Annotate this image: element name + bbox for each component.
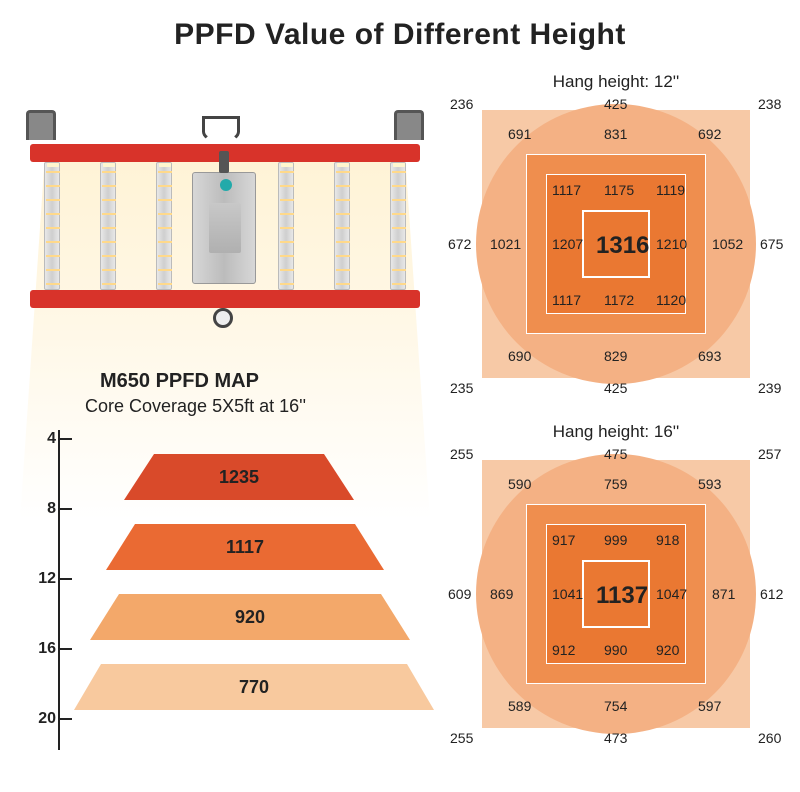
ppfd-band: 1117	[106, 524, 384, 570]
axis-tick	[58, 718, 72, 720]
grid-value: 1047	[656, 586, 687, 602]
ppfd-band: 770	[74, 664, 434, 710]
hook-top	[202, 116, 240, 142]
grid-value: 912	[552, 642, 575, 658]
ring-value: 1052	[712, 236, 743, 252]
heatmap: Hang height: 16'' 255 257 255 260 475 473 609 61…	[440, 422, 792, 772]
ring-value: 754	[604, 698, 627, 714]
corner-value: 255	[450, 446, 473, 462]
heatmap-title: Hang height: 16''	[440, 422, 792, 442]
edge-value: 425	[604, 96, 627, 112]
fixture-bottom-bar	[30, 290, 420, 308]
grid-value: 917	[552, 532, 575, 548]
axis-label: 8	[32, 500, 56, 518]
ppfd-axis: 4 8 12 16 20 1235 1117 920 770	[34, 430, 434, 760]
grid-value: 1119	[656, 182, 685, 198]
dial-icon	[220, 179, 232, 191]
led-strip	[100, 162, 116, 290]
ring-value: 690	[508, 348, 531, 364]
axis-tick	[58, 648, 72, 650]
page-title: PPFD Value of Different Height	[0, 0, 800, 52]
ring-value: 871	[712, 586, 735, 602]
grid-value: 1175	[604, 182, 634, 198]
ppfd-band: 1235	[124, 454, 354, 500]
axis-tick	[58, 438, 72, 440]
ppfd-band-value: 1117	[226, 537, 264, 558]
led-strip	[390, 162, 406, 290]
corner-value: 255	[450, 730, 473, 746]
axis-label: 12	[32, 570, 56, 588]
ppfd-band-value: 1235	[219, 467, 259, 488]
edge-value: 612	[760, 586, 783, 602]
axis-label: 20	[32, 710, 56, 728]
heatmap-box: 236 238 235 239 425 425 672 675 691 692 690 693 831 8…	[446, 96, 786, 396]
ring-value: 590	[508, 476, 531, 492]
corner-value: 257	[758, 446, 781, 462]
axis-tick	[58, 508, 72, 510]
center-value: 1316	[596, 232, 649, 260]
ring-value: 593	[698, 476, 721, 492]
grid-value: 1117	[552, 182, 581, 198]
hanger-left	[26, 110, 56, 148]
corner-value: 238	[758, 96, 781, 112]
edge-value: 473	[604, 730, 627, 746]
hanger-right	[394, 110, 424, 148]
heatmap-title: Hang height: 12''	[440, 72, 792, 92]
center-value: 1137	[596, 582, 648, 610]
grow-light-fixture	[30, 110, 420, 320]
corner-value: 235	[450, 380, 473, 396]
map-subtitle: Core Coverage 5X5ft at 16''	[85, 396, 306, 417]
grid-value: 1041	[552, 586, 583, 602]
ppfd-band: 920	[90, 594, 410, 640]
corner-value: 260	[758, 730, 781, 746]
axis-tick	[58, 578, 72, 580]
ring-value: 869	[490, 586, 513, 602]
heatmap: Hang height: 12'' 236 238 235 239 425 425 672 67…	[440, 72, 792, 422]
right-panel: Hang height: 12'' 236 238 235 239 425 425 672 67…	[440, 72, 792, 772]
ring-value: 759	[604, 476, 627, 492]
edge-value: 425	[604, 380, 627, 396]
grid-value: 920	[656, 642, 679, 658]
edge-value: 675	[760, 236, 783, 252]
grid-value: 918	[656, 532, 679, 548]
grid-value: 1210	[656, 236, 687, 252]
led-strip	[156, 162, 172, 290]
grid-value: 1172	[604, 292, 634, 308]
corner-value: 239	[758, 380, 781, 396]
grid-value: 999	[604, 532, 627, 548]
grid-value: 1207	[552, 236, 583, 252]
ring-value: 693	[698, 348, 721, 364]
ppfd-band-value: 770	[239, 677, 269, 698]
grid-value: 1120	[656, 292, 686, 308]
ring-value: 597	[698, 698, 721, 714]
grid-value: 990	[604, 642, 627, 658]
corner-value: 236	[450, 96, 473, 112]
axis-label: 16	[32, 640, 56, 658]
led-strip	[334, 162, 350, 290]
edge-value: 672	[448, 236, 471, 252]
left-panel: M650 PPFD MAP Core Coverage 5X5ft at 16'…	[10, 90, 440, 770]
ring-value: 829	[604, 348, 627, 364]
driver-box	[192, 172, 256, 284]
led-strip	[278, 162, 294, 290]
ring-value: 831	[604, 126, 627, 142]
axis-line	[58, 430, 60, 750]
edge-value: 475	[604, 446, 627, 462]
axis-label: 4	[32, 430, 56, 448]
map-title: M650 PPFD MAP	[100, 370, 259, 393]
ring-value: 692	[698, 126, 721, 142]
ppfd-band-value: 920	[235, 607, 265, 628]
ring-value: 691	[508, 126, 531, 142]
heatmap-box: 255 257 255 260 475 473 609 612 590 593 589 597 759 7…	[446, 446, 786, 746]
led-strip	[44, 162, 60, 290]
ring-value: 1021	[490, 236, 521, 252]
grid-value: 1117	[552, 292, 581, 308]
edge-value: 609	[448, 586, 471, 602]
ring-value: 589	[508, 698, 531, 714]
